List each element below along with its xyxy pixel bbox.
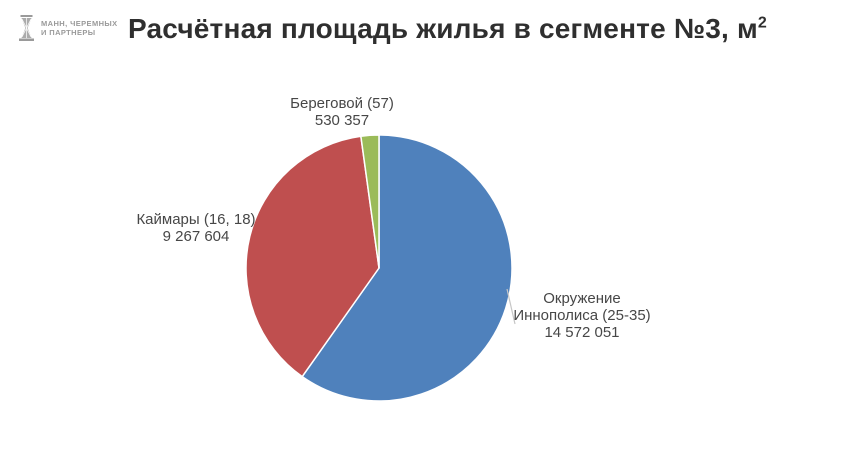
pie-slice-1	[245, 135, 380, 378]
slice-label-okruzhenie: Окружение Иннополиса (25-35) 14 572 051	[482, 290, 682, 341]
chart-title-text: Расчётная площадь жилья в сегменте №3, м	[128, 13, 758, 44]
slice-label-beregovoy: Береговой (57) 530 357	[242, 95, 442, 129]
slice-name: Каймары (16, 18)	[136, 211, 256, 228]
leader-line	[506, 288, 516, 325]
pie-slice-0	[301, 134, 513, 402]
slice-label-kaimary: Каймары (16, 18) 9 267 604	[96, 211, 296, 245]
slice-name: Окружение Иннополиса (25-35)	[513, 290, 651, 324]
brand-name-line1: МАНН, ЧЕРЕМНЫХ	[41, 19, 118, 28]
chart-title-superscript: 2	[757, 14, 768, 32]
baluster-column-icon	[18, 14, 35, 42]
slice-value: 530 357	[314, 112, 370, 129]
chart-title: Расчётная площадь жилья в сегменте №3, м…	[128, 13, 767, 45]
slice-value: 14 572 051	[544, 324, 620, 341]
brand-logo: МАНН, ЧЕРЕМНЫХ И ПАРТНЕРЫ	[18, 14, 118, 42]
slice-name: Береговой (57)	[290, 95, 394, 112]
brand-name-line2: И ПАРТНЕРЫ	[41, 28, 96, 37]
slice-value: 9 267 604	[162, 228, 230, 245]
pie-slice-2	[360, 134, 380, 269]
brand-name: МАНН, ЧЕРЕМНЫХ И ПАРТНЕРЫ	[41, 19, 118, 37]
